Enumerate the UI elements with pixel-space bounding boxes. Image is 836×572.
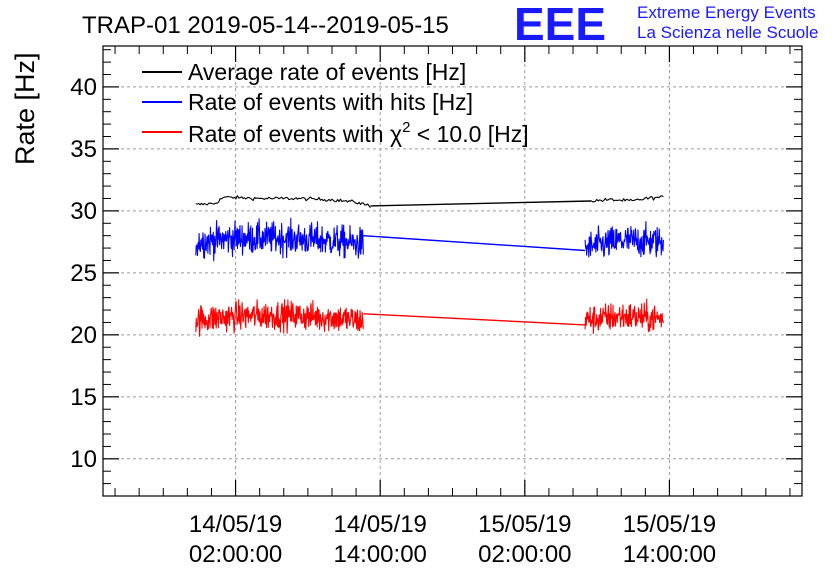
y-tick-label: 40 [70, 74, 97, 101]
chart-title: TRAP-01 2019-05-14--2019-05-15 [82, 12, 449, 39]
x-tick-label-time: 02:00:00 [189, 541, 282, 568]
y-tick-label: 25 [70, 260, 97, 287]
y-tick-label: 15 [70, 384, 97, 411]
axes: 10 15 20 25 30 35 40 14/05/19 02:00:00 14/05/19 14… [70, 46, 802, 568]
y-tick-label: 35 [70, 136, 97, 163]
x-tick-label-date: 15/05/19 [623, 511, 716, 538]
x-tick-label-date: 14/05/19 [189, 511, 282, 538]
legend-entry-hits: Rate of events with hits [Hz] [142, 89, 473, 115]
legend-entry-average: Average rate of events [Hz] [142, 59, 466, 85]
y-tick-label: 20 [70, 322, 97, 349]
legend-label-chi2-suffix: < 10.0 [Hz] [410, 121, 528, 147]
x-tick-label-time: 14:00:00 [333, 541, 426, 568]
legend-label-chi2-symbol: χ [390, 121, 402, 147]
series-1-segment-1 [363, 235, 586, 252]
legend-entry-chi2: Rate of events with χ2 < 10.0 [Hz] [142, 119, 529, 147]
legend-label-hits: Rate of events with hits [Hz] [188, 89, 473, 115]
series-2-segment-1 [363, 313, 586, 326]
legend-label-chi2: Rate of events with χ2 < 10.0 [Hz] [188, 119, 529, 147]
grid [103, 46, 802, 496]
brand: EEE Extreme Energy Events La Scienza nel… [514, 0, 818, 50]
y-tick-label: 10 [70, 446, 97, 473]
x-tick-label-time: 02:00:00 [478, 541, 571, 568]
legend-label-chi2-sup: 2 [402, 119, 410, 136]
x-tick-label-date: 15/05/19 [478, 511, 571, 538]
y-axis-label: Rate [Hz] [10, 52, 40, 165]
legend-label-chi2-prefix: Rate of events with [188, 121, 390, 147]
brand-line2: La Scienza nelle Scuole [637, 23, 818, 42]
series-group [195, 195, 664, 337]
series-2-segment-2 [584, 298, 664, 335]
series-0-segment-2 [590, 195, 664, 203]
legend-label-hits-text: Rate of events with hits [Hz] [188, 89, 473, 115]
series-0-segment-0 [195, 195, 371, 208]
brand-line1: Extreme Energy Events [637, 3, 816, 22]
legend-label-average: Average rate of events [Hz] [188, 59, 466, 85]
x-tick-label-time: 14:00:00 [623, 541, 716, 568]
series-2-segment-0 [195, 299, 364, 337]
eee-logo: EEE [514, 0, 606, 50]
series-1-segment-2 [584, 220, 664, 258]
series-0-segment-1 [370, 200, 592, 207]
series-1-segment-0 [195, 217, 364, 262]
legend: Average rate of events [Hz] Rate of even… [142, 59, 529, 147]
x-tick-label-date: 14/05/19 [333, 511, 426, 538]
y-tick-label: 30 [70, 198, 97, 225]
legend-label-average-text: Average rate of events [Hz] [188, 59, 466, 85]
